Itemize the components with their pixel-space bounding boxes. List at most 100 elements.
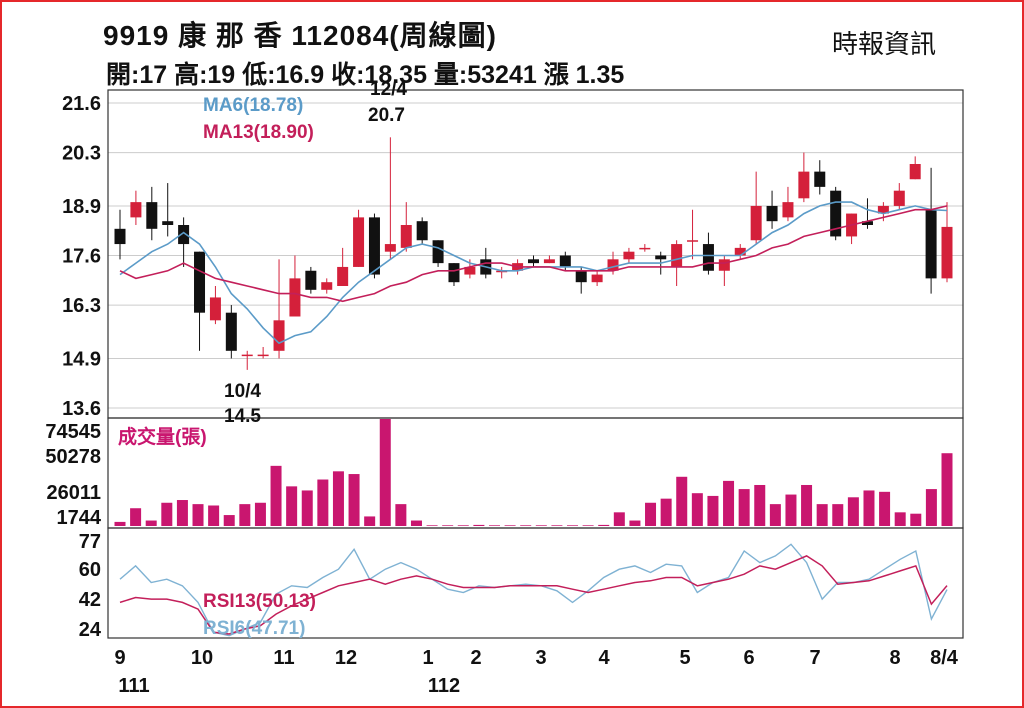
rsi-tick-label: 60 xyxy=(79,559,101,581)
candle-body xyxy=(528,259,539,264)
candle-body xyxy=(225,312,237,351)
volume-bar xyxy=(582,525,594,526)
volume-bar xyxy=(535,525,547,526)
candlesticks xyxy=(114,137,953,370)
candle-body xyxy=(925,209,937,279)
volume-bar xyxy=(863,490,875,526)
volume-bar xyxy=(114,521,126,526)
candle-body xyxy=(353,217,365,267)
candle-body xyxy=(543,259,555,264)
panel-borders xyxy=(107,89,964,639)
price-tick-label: 14.9 xyxy=(62,348,101,370)
low-value-annotation: 14.5 xyxy=(224,406,261,427)
volume-bar xyxy=(613,512,625,526)
volume-bar xyxy=(223,515,235,526)
x-month-label: 2 xyxy=(470,647,481,669)
volume-tick-label: 26011 xyxy=(46,482,101,504)
volume-bar xyxy=(208,505,220,526)
volume-bar xyxy=(754,484,766,526)
volume-bar xyxy=(879,491,891,526)
candle-body xyxy=(559,255,571,267)
ma6-line xyxy=(119,201,948,345)
rsi13-legend: RSI13(50.13) xyxy=(203,591,316,612)
volume-bar xyxy=(816,504,828,526)
volume-bar xyxy=(270,465,282,526)
x-month-label: 1 xyxy=(422,647,433,669)
candle-body xyxy=(798,171,810,199)
rsi6-line xyxy=(119,543,948,637)
x-month-label: 12 xyxy=(335,647,357,669)
candle-body xyxy=(639,247,651,250)
volume-bar xyxy=(395,504,407,526)
volume-bar xyxy=(130,508,142,526)
grid-lines xyxy=(108,102,963,409)
volume-tick-label: 50278 xyxy=(45,446,101,468)
panel-border-2 xyxy=(107,527,964,639)
low-date-annotation: 10/4 xyxy=(224,381,261,402)
candle-body xyxy=(766,205,778,222)
volume-bar xyxy=(301,490,313,526)
price-tick-label: 17.6 xyxy=(62,246,101,268)
rsi-tick-label: 24 xyxy=(79,619,102,641)
volume-bar xyxy=(925,489,937,526)
candle-body xyxy=(194,251,206,313)
candle-body xyxy=(400,225,412,248)
candle-body xyxy=(289,278,301,317)
candle-body xyxy=(448,263,460,283)
candle-body xyxy=(861,221,873,225)
volume-bar xyxy=(567,525,579,526)
volume-bar xyxy=(894,512,906,526)
candle-body xyxy=(305,270,317,290)
candle-body xyxy=(718,259,730,271)
x-month-label: 10 xyxy=(191,647,213,669)
volume-bar xyxy=(473,524,485,526)
x-month-label: 8 xyxy=(889,647,900,669)
candle-body xyxy=(337,266,349,286)
volume-bar xyxy=(176,500,188,526)
x-month-label: 7 xyxy=(809,647,820,669)
x-month-label: 5 xyxy=(679,647,690,669)
candle-body xyxy=(893,190,905,206)
candle-body xyxy=(909,164,921,180)
volume-bar xyxy=(348,474,360,526)
volume-bar xyxy=(379,419,391,526)
candle-body xyxy=(273,320,285,351)
candle-body xyxy=(384,244,396,252)
candle-body xyxy=(241,354,253,357)
volume-bar xyxy=(910,513,922,526)
candle-body xyxy=(782,202,794,218)
volume-bar xyxy=(941,453,953,526)
candle-body xyxy=(655,255,667,260)
volume-bar xyxy=(457,525,469,526)
ma6-legend: MA6(18.78) xyxy=(203,95,303,116)
high-date-annotation: 12/4 xyxy=(370,79,407,100)
volume-bar xyxy=(832,504,844,526)
volume-tick-label: 1744 xyxy=(57,507,102,529)
x-month-label: 4 xyxy=(598,647,610,669)
rsi6-legend: RSI6(47.71) xyxy=(203,618,305,639)
rsi-tick-label: 42 xyxy=(79,589,101,611)
volume-bar xyxy=(847,497,859,526)
x-year-label: 112 xyxy=(428,675,460,697)
candle-body xyxy=(162,221,174,225)
volume-tick-label: 74545 xyxy=(45,421,101,443)
volume-bar xyxy=(332,471,344,526)
volume-bar xyxy=(598,524,610,526)
price-tick-label: 20.3 xyxy=(62,143,101,165)
rsi-tick-label: 77 xyxy=(79,531,101,553)
candle-body xyxy=(257,354,269,357)
x-month-label: 9 xyxy=(114,647,125,669)
x-year-label: 111 xyxy=(118,675,149,697)
candle-body xyxy=(464,266,476,275)
source-label: 時報資訊 xyxy=(832,29,937,59)
volume-bar xyxy=(645,502,657,526)
candle-body xyxy=(734,247,746,256)
volume-bar xyxy=(785,494,797,526)
volume-title: 成交量(張) xyxy=(118,425,207,448)
candle-body xyxy=(432,240,444,264)
volume-bar xyxy=(738,489,750,526)
candle-body xyxy=(941,226,953,279)
volume-bar xyxy=(629,520,641,526)
candle-body xyxy=(416,221,428,241)
